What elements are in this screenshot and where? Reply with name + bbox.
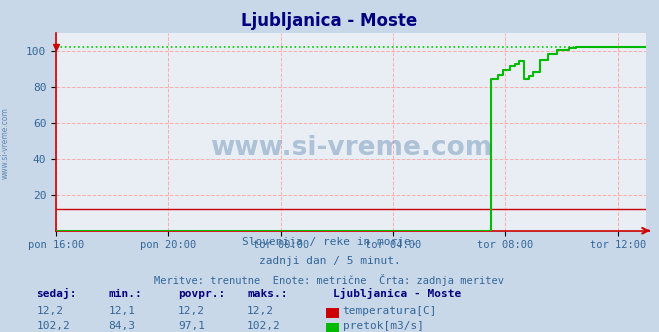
Text: maks.:: maks.:: [247, 289, 287, 299]
Text: 12,2: 12,2: [36, 306, 63, 316]
Text: zadnji dan / 5 minut.: zadnji dan / 5 minut.: [258, 256, 401, 266]
Text: 12,1: 12,1: [109, 306, 136, 316]
Text: 84,3: 84,3: [109, 321, 136, 331]
Text: www.si-vreme.com: www.si-vreme.com: [210, 135, 492, 161]
Text: povpr.:: povpr.:: [178, 289, 225, 299]
Text: min.:: min.:: [109, 289, 142, 299]
Text: Meritve: trenutne  Enote: metrične  Črta: zadnja meritev: Meritve: trenutne Enote: metrične Črta: …: [154, 274, 505, 286]
Text: 12,2: 12,2: [178, 306, 205, 316]
Text: Slovenija / reke in morje.: Slovenija / reke in morje.: [242, 237, 417, 247]
Text: temperatura[C]: temperatura[C]: [343, 306, 437, 316]
Text: www.si-vreme.com: www.si-vreme.com: [1, 107, 10, 179]
Text: Ljubljanica - Moste: Ljubljanica - Moste: [333, 288, 461, 299]
Text: 102,2: 102,2: [247, 321, 281, 331]
Text: Ljubljanica - Moste: Ljubljanica - Moste: [241, 12, 418, 30]
Text: 102,2: 102,2: [36, 321, 70, 331]
Text: 12,2: 12,2: [247, 306, 274, 316]
Text: sedaj:: sedaj:: [36, 288, 76, 299]
Text: 97,1: 97,1: [178, 321, 205, 331]
Text: pretok[m3/s]: pretok[m3/s]: [343, 321, 424, 331]
